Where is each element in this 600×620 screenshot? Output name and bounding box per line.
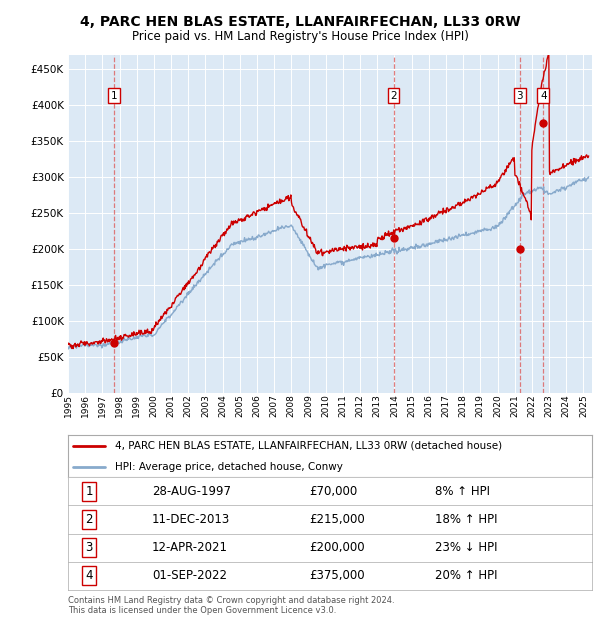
Text: 8% ↑ HPI: 8% ↑ HPI: [435, 485, 490, 498]
Text: 1: 1: [85, 485, 93, 498]
Text: 28-AUG-1997: 28-AUG-1997: [152, 485, 231, 498]
Text: 01-SEP-2022: 01-SEP-2022: [152, 569, 227, 582]
Text: Price paid vs. HM Land Registry's House Price Index (HPI): Price paid vs. HM Land Registry's House …: [131, 30, 469, 43]
Text: 3: 3: [517, 91, 523, 100]
Text: 12-APR-2021: 12-APR-2021: [152, 541, 228, 554]
Text: 4, PARC HEN BLAS ESTATE, LLANFAIRFECHAN, LL33 0RW: 4, PARC HEN BLAS ESTATE, LLANFAIRFECHAN,…: [80, 16, 520, 30]
Text: 3: 3: [85, 541, 92, 554]
Text: 23% ↓ HPI: 23% ↓ HPI: [435, 541, 497, 554]
Text: Contains HM Land Registry data © Crown copyright and database right 2024.
This d: Contains HM Land Registry data © Crown c…: [68, 596, 395, 615]
Text: £375,000: £375,000: [309, 569, 365, 582]
Text: 4, PARC HEN BLAS ESTATE, LLANFAIRFECHAN, LL33 0RW (detached house): 4, PARC HEN BLAS ESTATE, LLANFAIRFECHAN,…: [115, 440, 502, 451]
Text: £200,000: £200,000: [309, 541, 365, 554]
Text: 18% ↑ HPI: 18% ↑ HPI: [435, 513, 497, 526]
Text: 1: 1: [110, 91, 117, 100]
Text: HPI: Average price, detached house, Conwy: HPI: Average price, detached house, Conw…: [115, 461, 343, 471]
Text: 11-DEC-2013: 11-DEC-2013: [152, 513, 230, 526]
Text: 4: 4: [540, 91, 547, 100]
Text: 2: 2: [85, 513, 93, 526]
Text: 2: 2: [390, 91, 397, 100]
Text: 20% ↑ HPI: 20% ↑ HPI: [435, 569, 497, 582]
Text: £215,000: £215,000: [309, 513, 365, 526]
Text: £70,000: £70,000: [309, 485, 357, 498]
Text: 4: 4: [85, 569, 93, 582]
